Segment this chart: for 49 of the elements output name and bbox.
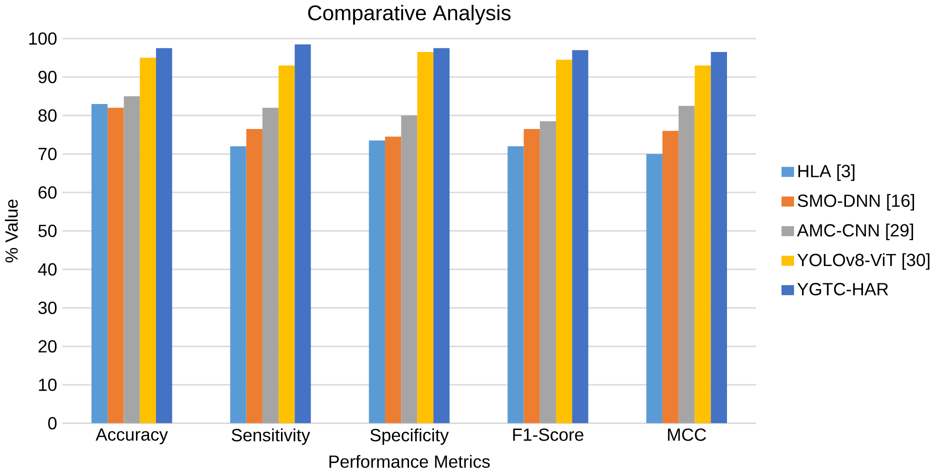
y-axis-title: % Value (4, 200, 18, 263)
bar (508, 146, 524, 424)
bar (710, 52, 727, 424)
y-tick-label: 0 (48, 417, 57, 430)
bar (294, 44, 311, 424)
x-axis-title: Performance Metrics (329, 455, 490, 468)
bar (91, 104, 108, 424)
y-tick-label: 10 (39, 378, 57, 392)
legend-label: HLA [3] (798, 164, 854, 181)
legend-label: SMO-DNN [16] (798, 194, 914, 211)
y-tick-label: 70 (38, 148, 57, 160)
legend-label: AMC-CNN [29] (796, 224, 914, 240)
y-tick-label: 20 (38, 340, 57, 353)
x-tick-label: MCC (668, 428, 706, 442)
bar (646, 154, 662, 424)
bar (108, 108, 124, 424)
bar (524, 129, 540, 424)
bar (540, 121, 556, 424)
y-tick-label: 90 (38, 70, 57, 84)
bar (368, 140, 386, 424)
y-tick-label: 40 (38, 263, 57, 276)
y-tick-label: 30 (38, 302, 57, 314)
bar (694, 66, 711, 424)
bar (662, 131, 679, 424)
y-tick-label: 80 (38, 109, 57, 122)
bar (156, 48, 172, 424)
bar (124, 96, 140, 424)
x-tick-label: Accuracy (96, 428, 168, 444)
y-tick-label: 100 (29, 32, 57, 45)
bar (433, 48, 450, 424)
y-tick-label: 50 (38, 224, 57, 238)
legend-label: YGTC-HAR (797, 283, 888, 296)
bar (246, 129, 262, 424)
legend-label: YOLOv8-ViT [30] (797, 253, 930, 270)
x-tick-label: F1-Score (513, 428, 584, 442)
bar (230, 146, 246, 424)
bar (556, 60, 572, 424)
x-tick-label: Sensitivity (232, 428, 310, 445)
bar (678, 106, 695, 424)
bar (572, 50, 588, 424)
bar (278, 66, 295, 424)
x-tick-label: Specificity (370, 428, 449, 445)
bar (417, 52, 434, 424)
bar (262, 108, 279, 424)
bar (401, 116, 418, 424)
y-tick-label: 60 (38, 186, 57, 199)
bar (140, 58, 156, 424)
bar (385, 136, 402, 424)
chart-title: Comparative Analysis (308, 5, 511, 25)
